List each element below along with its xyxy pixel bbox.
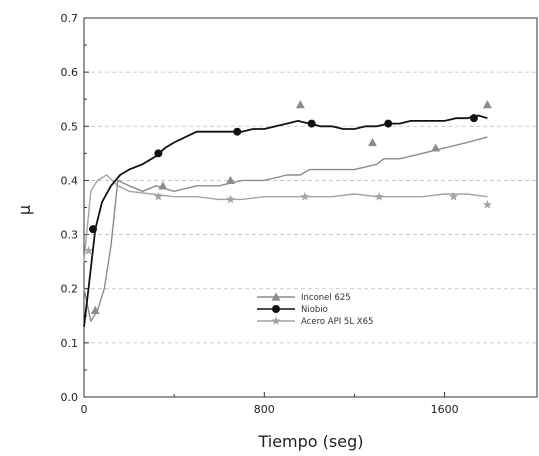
data-point xyxy=(300,191,310,201)
data-point xyxy=(449,191,459,201)
data-point xyxy=(431,143,441,152)
data-point xyxy=(153,191,163,201)
legend-item: Inconel 625 xyxy=(257,292,351,303)
y-tick-label: 0.4 xyxy=(61,174,79,187)
legend-item: Acero API 5L X65 xyxy=(257,316,373,327)
plot-frame xyxy=(83,17,538,398)
series-niobio xyxy=(83,114,488,327)
x-tick-label: 800 xyxy=(254,403,275,416)
x-tick-label: 0 xyxy=(81,403,88,416)
y-tick-label: 0.1 xyxy=(61,337,79,350)
legend-label: Inconel 625 xyxy=(301,293,351,303)
data-point xyxy=(295,100,305,109)
x-axis-title: Tiempo (seg) xyxy=(257,432,363,451)
x-tick-label: 1600 xyxy=(431,403,459,416)
data-point xyxy=(83,246,94,255)
series-line xyxy=(83,136,488,322)
y-tick-label: 0.0 xyxy=(61,391,79,404)
series-acero-api-5l-x65 xyxy=(83,174,492,262)
series-layer xyxy=(83,100,492,327)
data-point xyxy=(482,200,492,209)
y-axis-title: μ xyxy=(15,205,34,215)
data-point xyxy=(154,149,163,158)
y-tick-label: 0.5 xyxy=(61,120,79,133)
y-tick-label: 0.6 xyxy=(61,66,79,79)
legend-item: Niobio xyxy=(257,305,328,315)
data-point xyxy=(307,119,316,128)
data-point xyxy=(384,119,393,128)
legend-marker xyxy=(272,305,280,313)
y-tick-label: 0.3 xyxy=(61,229,79,242)
y-tick-label: 0.2 xyxy=(61,283,79,296)
legend-label: Niobio xyxy=(301,305,328,315)
data-point xyxy=(469,114,478,123)
series-line xyxy=(83,174,488,262)
legend: Inconel 625 Niobio Acero API 5L X65 xyxy=(257,292,373,327)
data-point xyxy=(89,225,98,234)
legend-label: Acero API 5L X65 xyxy=(301,317,373,327)
series-inconel-625 xyxy=(83,100,492,322)
y-tick-label: 0.7 xyxy=(61,12,79,25)
axis-ticks: 0.0 0.1 0.2 0.3 0.4 0.5 0.6 0.7 0 800 1600 xyxy=(61,12,459,416)
legend-marker xyxy=(271,316,281,325)
data-point xyxy=(90,305,100,314)
legend-marker xyxy=(271,292,281,301)
data-point xyxy=(482,100,492,109)
data-point xyxy=(158,181,168,190)
data-point xyxy=(374,191,384,201)
series-line xyxy=(83,114,488,327)
data-point xyxy=(367,138,377,147)
data-point xyxy=(225,175,235,185)
data-point xyxy=(233,127,242,136)
data-point xyxy=(225,194,236,204)
